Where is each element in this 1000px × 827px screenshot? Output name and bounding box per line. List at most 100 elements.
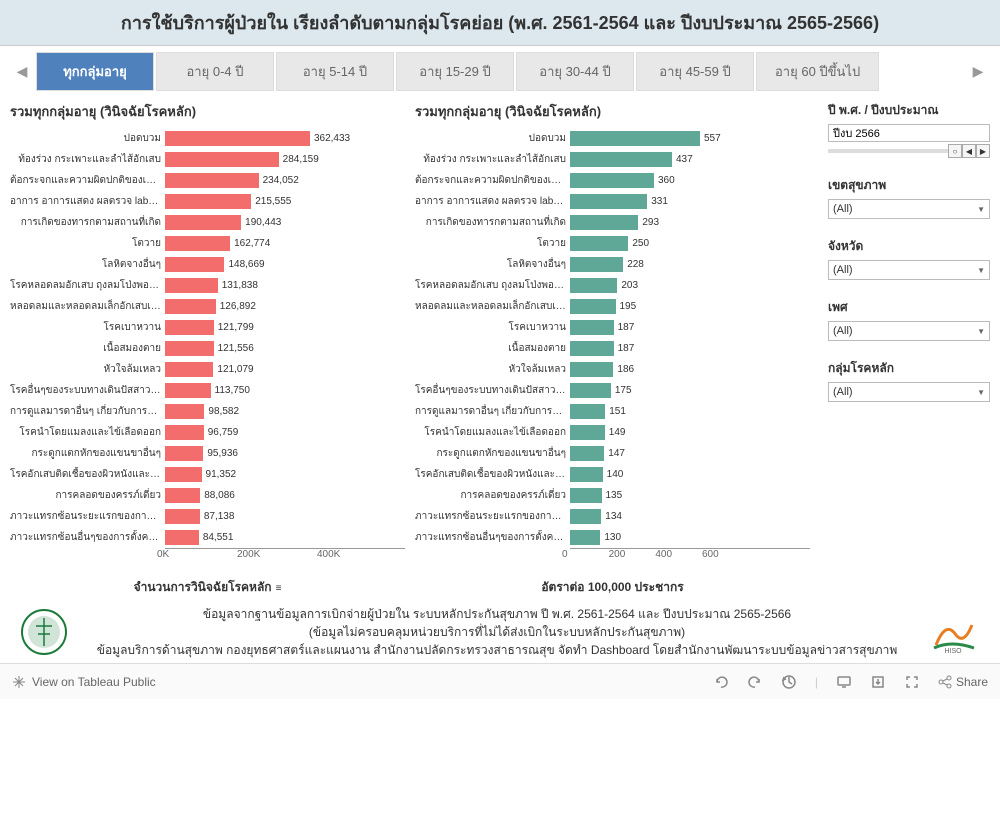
bar[interactable]: [570, 299, 616, 314]
bar-row[interactable]: การคลอดของครรภ์เดี่ยว88,086: [10, 485, 405, 505]
bar[interactable]: [165, 383, 211, 398]
bar-row[interactable]: ภาวะแทรกซ้อนระยะแรกของการบาด..134: [415, 506, 810, 526]
bar-row[interactable]: การเกิดของทารกตามสถานที่เกิด293: [415, 212, 810, 232]
bar[interactable]: [165, 173, 259, 188]
bar-row[interactable]: โรคเบาหวาน121,799: [10, 317, 405, 337]
bar[interactable]: [570, 404, 605, 419]
bar-row[interactable]: โรคอักเสบติดเชื้อของผิวหนังและเนื้อ..91,…: [10, 464, 405, 484]
bar-row[interactable]: โรคอักเสบติดเชื้อของผิวหนังและเนื้อ..140: [415, 464, 810, 484]
download-icon[interactable]: [870, 674, 886, 690]
bar[interactable]: [165, 152, 279, 167]
bar-row[interactable]: อาการ อาการแสดง ผลตรวจ lab อื่นๆ215,555: [10, 191, 405, 211]
bar[interactable]: [570, 173, 654, 188]
device-icon[interactable]: [836, 674, 852, 690]
bar[interactable]: [570, 236, 628, 251]
toolbar-left[interactable]: View on Tableau Public: [12, 675, 156, 689]
tab-age-1[interactable]: อายุ 0-4 ปี: [156, 52, 274, 91]
bar-row[interactable]: โรคเบาหวาน187: [415, 317, 810, 337]
bar[interactable]: [570, 341, 614, 356]
bar-row[interactable]: กระดูกแตกหักของแขนขาอื่นๆ95,936: [10, 443, 405, 463]
bar[interactable]: [165, 362, 213, 377]
bar[interactable]: [570, 278, 617, 293]
bar[interactable]: [570, 467, 603, 482]
bar[interactable]: [570, 509, 601, 524]
bar-row[interactable]: ปอดบวม557: [415, 128, 810, 148]
bar-row[interactable]: ภาวะแทรกซ้อนระยะแรกของการบาด..87,138: [10, 506, 405, 526]
bar-row[interactable]: การคลอดของครรภ์เดี่ยว135: [415, 485, 810, 505]
bar-row[interactable]: หลอดลมและหลอดลมเล็กอักเสบเฉีย..126,892: [10, 296, 405, 316]
bar[interactable]: [165, 404, 204, 419]
bar-row[interactable]: การเกิดของทารกตามสถานที่เกิด190,443: [10, 212, 405, 232]
view-tableau-link[interactable]: View on Tableau Public: [32, 675, 156, 689]
bar-row[interactable]: หลอดลมและหลอดลมเล็กอักเสบเฉีย..195: [415, 296, 810, 316]
tab-arrow-left[interactable]: ◀: [10, 58, 34, 86]
bar[interactable]: [165, 488, 200, 503]
bar[interactable]: [570, 131, 700, 146]
bar-row[interactable]: ภาวะแทรกซ้อนอื่นๆของการตั้งครรภ์..84,551: [10, 527, 405, 547]
bar-row[interactable]: โรคหลอดลมอักเสบ ถุงลมโป่งพอง ป..203: [415, 275, 810, 295]
filter-disease-group-select[interactable]: (All)▼: [828, 382, 990, 402]
bar-row[interactable]: โลหิตจางอื่นๆ148,669: [10, 254, 405, 274]
bar[interactable]: [570, 488, 602, 503]
bar-row[interactable]: อาการ อาการแสดง ผลตรวจ lab อื่นๆ331: [415, 191, 810, 211]
slider-reset-icon[interactable]: ○: [948, 144, 962, 158]
filter-year-input[interactable]: [828, 124, 990, 142]
tab-age-4[interactable]: อายุ 30-44 ปี: [516, 52, 634, 91]
bar[interactable]: [570, 152, 672, 167]
filter-sex-select[interactable]: (All)▼: [828, 321, 990, 341]
bar[interactable]: [570, 530, 600, 545]
bar-row[interactable]: ท้องร่วง กระเพาะและลำไส้อักเสบ437: [415, 149, 810, 169]
bar[interactable]: [165, 530, 199, 545]
bar-row[interactable]: โลหิตจางอื่นๆ228: [415, 254, 810, 274]
bar[interactable]: [570, 215, 638, 230]
tab-age-5[interactable]: อายุ 45-59 ปี: [636, 52, 754, 91]
bar[interactable]: [570, 425, 605, 440]
slider-prev-icon[interactable]: ◀: [962, 144, 976, 158]
sort-icon[interactable]: ≡: [276, 583, 282, 594]
tab-age-2[interactable]: อายุ 5-14 ปี: [276, 52, 394, 91]
bar[interactable]: [165, 509, 200, 524]
bar-row[interactable]: โรคอื่นๆของระบบทางเดินปัสสาวะ..113,750: [10, 380, 405, 400]
bar[interactable]: [570, 320, 614, 335]
bar-row[interactable]: โตวาย162,774: [10, 233, 405, 253]
bar[interactable]: [165, 299, 216, 314]
bar-row[interactable]: ปอดบวม362,433: [10, 128, 405, 148]
bar[interactable]: [165, 131, 310, 146]
bar-row[interactable]: การดูแลมารดาอื่นๆ เกี่ยวกับการกไนค..151: [415, 401, 810, 421]
undo-icon[interactable]: [713, 674, 729, 690]
bar[interactable]: [165, 320, 214, 335]
bar[interactable]: [165, 278, 218, 293]
bar[interactable]: [165, 236, 230, 251]
bar[interactable]: [165, 467, 202, 482]
bar-row[interactable]: กระดูกแตกหักของแขนขาอื่นๆ147: [415, 443, 810, 463]
bar[interactable]: [165, 425, 204, 440]
reset-icon[interactable]: [781, 674, 797, 690]
bar-row[interactable]: โรคนำโดยแมลงและไข้เลือดออก149: [415, 422, 810, 442]
bar-row[interactable]: ภาวะแทรกซ้อนอื่นๆของการตั้งครรภ์..130: [415, 527, 810, 547]
bar-row[interactable]: การดูแลมารดาอื่นๆ เกี่ยวกับการกไนค..98,5…: [10, 401, 405, 421]
fullscreen-icon[interactable]: [904, 674, 920, 690]
bar[interactable]: [570, 383, 611, 398]
slider-next-icon[interactable]: ▶: [976, 144, 990, 158]
filter-health-zone-select[interactable]: (All)▼: [828, 199, 990, 219]
tab-age-6[interactable]: อายุ 60 ปีขึ้นไป: [756, 52, 879, 91]
share-button[interactable]: Share: [938, 675, 988, 689]
bar-row[interactable]: เนื้อสมองตาย187: [415, 338, 810, 358]
bar[interactable]: [165, 257, 224, 272]
bar-row[interactable]: หัวใจล้มเหลว121,079: [10, 359, 405, 379]
bar[interactable]: [165, 341, 214, 356]
bar[interactable]: [165, 446, 203, 461]
bar[interactable]: [570, 362, 613, 377]
bar-row[interactable]: โรคอื่นๆของระบบทางเดินปัสสาวะ..175: [415, 380, 810, 400]
tab-age-0[interactable]: ทุกกลุ่มอายุ: [36, 52, 154, 91]
bar-row[interactable]: หัวใจล้มเหลว186: [415, 359, 810, 379]
bar-row[interactable]: โรคนำโดยแมลงและไข้เลือดออก96,759: [10, 422, 405, 442]
year-slider[interactable]: ○ ◀ ▶: [828, 144, 990, 158]
bar-row[interactable]: โตวาย250: [415, 233, 810, 253]
bar[interactable]: [570, 257, 623, 272]
tab-arrow-right[interactable]: ▶: [966, 58, 990, 86]
bar-row[interactable]: ท้องร่วง กระเพาะและลำไส้อักเสบ284,159: [10, 149, 405, 169]
bar-row[interactable]: เนื้อสมองตาย121,556: [10, 338, 405, 358]
tab-age-3[interactable]: อายุ 15-29 ปี: [396, 52, 514, 91]
bar-row[interactable]: ต้อกระจกและความผิดปกติของเลนส์..360: [415, 170, 810, 190]
